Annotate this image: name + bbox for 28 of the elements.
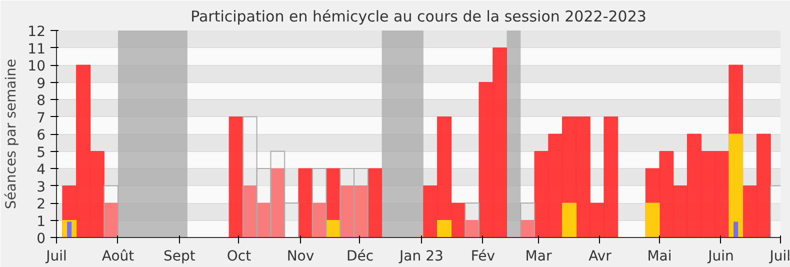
x-tick-label: Avr — [588, 248, 612, 264]
x-tick-label: Juil — [45, 248, 67, 264]
x-tick-label: Sept — [164, 248, 196, 264]
y-tick-label: 5 — [36, 144, 46, 161]
y-tick-label: 2 — [36, 196, 46, 212]
x-tick-label: Juil — [768, 248, 790, 264]
y-tick-label: 3 — [36, 179, 46, 196]
y-tick-label: 8 — [36, 93, 46, 109]
y-tick-label: 4 — [36, 162, 46, 178]
y-tick-label: 0 — [36, 231, 46, 247]
x-tick-label: Oct — [226, 248, 252, 264]
x-tick-label: Mar — [525, 248, 552, 264]
x-tick-label: Fév — [470, 248, 496, 264]
x-tick-label: Mai — [647, 248, 672, 264]
x-tick-label: Juin — [707, 248, 734, 264]
y-tick-label: 11 — [28, 41, 46, 58]
y-tick-label: 7 — [36, 110, 46, 126]
y-tick-label: 6 — [36, 128, 46, 144]
x-tick-label: Août — [102, 248, 135, 264]
y-tick-label: 10 — [28, 58, 46, 74]
x-tick-label: Nov — [286, 248, 314, 264]
chart-title: Participation en hémicycle au cours de la session 2022-2023 — [190, 8, 646, 26]
y-axis-title: Séances par semaine — [4, 58, 20, 210]
x-tick-label: Jan 23 — [398, 248, 444, 264]
y-tick-label: 1 — [36, 214, 46, 230]
y-tick-label: 9 — [36, 76, 46, 92]
x-tick-label: Déc — [346, 248, 374, 264]
y-tick-label: 12 — [28, 24, 46, 40]
